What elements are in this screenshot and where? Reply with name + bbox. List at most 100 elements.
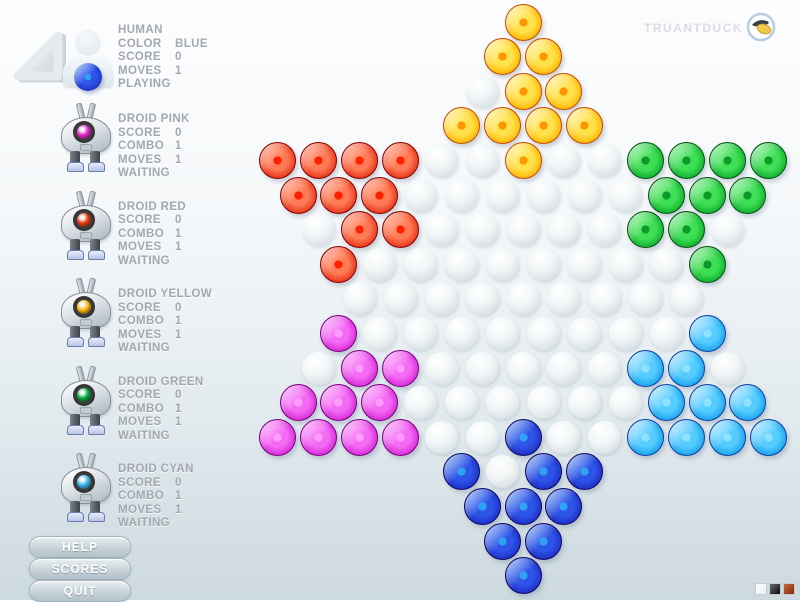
marble-red[interactable] — [381, 211, 419, 249]
marble-magenta[interactable] — [361, 384, 399, 422]
board-hole[interactable] — [506, 351, 540, 385]
marble-red[interactable] — [320, 245, 358, 283]
board-hole[interactable] — [588, 282, 622, 316]
board-hole[interactable] — [486, 455, 520, 489]
marble-magenta[interactable] — [320, 314, 358, 352]
marble-blue[interactable] — [463, 487, 501, 525]
marble-yellow[interactable] — [504, 141, 542, 179]
board-hole[interactable] — [588, 420, 622, 454]
marble-red[interactable] — [279, 176, 317, 214]
marble-cyan[interactable] — [668, 418, 706, 456]
board-hole[interactable] — [547, 213, 581, 247]
marble-blue[interactable] — [443, 453, 481, 491]
board-hole[interactable] — [608, 247, 642, 281]
board-hole[interactable] — [486, 386, 520, 420]
board-hole[interactable] — [506, 213, 540, 247]
board-hole[interactable] — [547, 420, 581, 454]
marble-cyan[interactable] — [729, 384, 767, 422]
board-hole[interactable] — [526, 178, 560, 212]
marble-cyan[interactable] — [647, 384, 685, 422]
marble-cyan[interactable] — [627, 418, 665, 456]
board-hole[interactable] — [424, 213, 458, 247]
board-hole[interactable] — [588, 351, 622, 385]
board-hole[interactable] — [424, 420, 458, 454]
marble-magenta[interactable] — [381, 349, 419, 387]
board-hole[interactable] — [465, 74, 499, 108]
marble-cyan[interactable] — [688, 314, 726, 352]
board-hole[interactable] — [486, 316, 520, 350]
marble-yellow[interactable] — [565, 107, 603, 145]
board-hole[interactable] — [445, 386, 479, 420]
marble-green[interactable] — [668, 141, 706, 179]
board-hole[interactable] — [342, 282, 376, 316]
board-hole[interactable] — [424, 282, 458, 316]
board-hole[interactable] — [445, 178, 479, 212]
marble-blue[interactable] — [504, 487, 542, 525]
board-hole[interactable] — [526, 386, 560, 420]
board-hole[interactable] — [424, 351, 458, 385]
board-hole[interactable] — [404, 316, 438, 350]
board-hole[interactable] — [711, 351, 744, 385]
marble-yellow[interactable] — [504, 72, 542, 110]
marble-yellow[interactable] — [545, 72, 583, 110]
marble-red[interactable] — [320, 176, 358, 214]
marble-yellow[interactable] — [524, 38, 562, 76]
board-hole[interactable] — [302, 351, 335, 385]
marble-red[interactable] — [381, 141, 419, 179]
marble-blue[interactable] — [524, 453, 562, 491]
board-hole[interactable] — [567, 178, 601, 212]
board-hole[interactable] — [404, 386, 438, 420]
marble-green[interactable] — [729, 176, 767, 214]
board-hole[interactable] — [445, 316, 479, 350]
marble-red[interactable] — [340, 211, 378, 249]
marble-magenta[interactable] — [340, 418, 378, 456]
board-hole[interactable] — [526, 316, 560, 350]
marble-magenta[interactable] — [340, 349, 378, 387]
marble-cyan[interactable] — [668, 349, 706, 387]
board-hole[interactable] — [465, 213, 499, 247]
quit-button[interactable]: QUIT — [29, 580, 131, 602]
theme-swatch-white[interactable] — [755, 583, 767, 595]
board-hole[interactable] — [588, 213, 622, 247]
marble-blue[interactable] — [504, 418, 542, 456]
marble-cyan[interactable] — [627, 349, 665, 387]
board-hole[interactable] — [465, 143, 499, 177]
board-hole[interactable] — [608, 316, 642, 350]
marble-yellow[interactable] — [504, 3, 542, 41]
marble-blue[interactable] — [484, 522, 522, 560]
marble-blue[interactable] — [504, 557, 542, 595]
marble-red[interactable] — [300, 141, 337, 179]
board-hole[interactable] — [486, 178, 520, 212]
board-hole[interactable] — [302, 213, 335, 247]
board-hole[interactable] — [547, 351, 581, 385]
board-hole[interactable] — [608, 178, 642, 212]
marble-green[interactable] — [627, 141, 665, 179]
marble-red[interactable] — [340, 141, 378, 179]
board-hole[interactable] — [363, 316, 397, 350]
scores-button[interactable]: SCORES — [29, 558, 131, 580]
board-hole[interactable] — [649, 316, 683, 350]
marble-red[interactable] — [259, 141, 297, 179]
marble-blue[interactable] — [545, 487, 583, 525]
marble-magenta[interactable] — [381, 418, 419, 456]
marble-magenta[interactable] — [320, 384, 358, 422]
marble-yellow[interactable] — [524, 107, 562, 145]
board-hole[interactable] — [404, 247, 438, 281]
marble-magenta[interactable] — [259, 418, 297, 456]
marble-blue[interactable] — [524, 522, 562, 560]
marble-yellow[interactable] — [484, 38, 522, 76]
board-hole[interactable] — [486, 247, 520, 281]
marble-cyan[interactable] — [688, 384, 726, 422]
marble-green[interactable] — [688, 176, 726, 214]
board-hole[interactable] — [424, 143, 458, 177]
board-hole[interactable] — [363, 247, 397, 281]
board-hole[interactable] — [567, 386, 601, 420]
board-hole[interactable] — [383, 282, 417, 316]
board-hole[interactable] — [567, 247, 601, 281]
marble-green[interactable] — [688, 245, 726, 283]
board-hole[interactable] — [629, 282, 663, 316]
board-hole[interactable] — [567, 316, 601, 350]
board-hole[interactable] — [649, 247, 683, 281]
marble-green[interactable] — [668, 211, 706, 249]
marble-yellow[interactable] — [443, 107, 481, 145]
